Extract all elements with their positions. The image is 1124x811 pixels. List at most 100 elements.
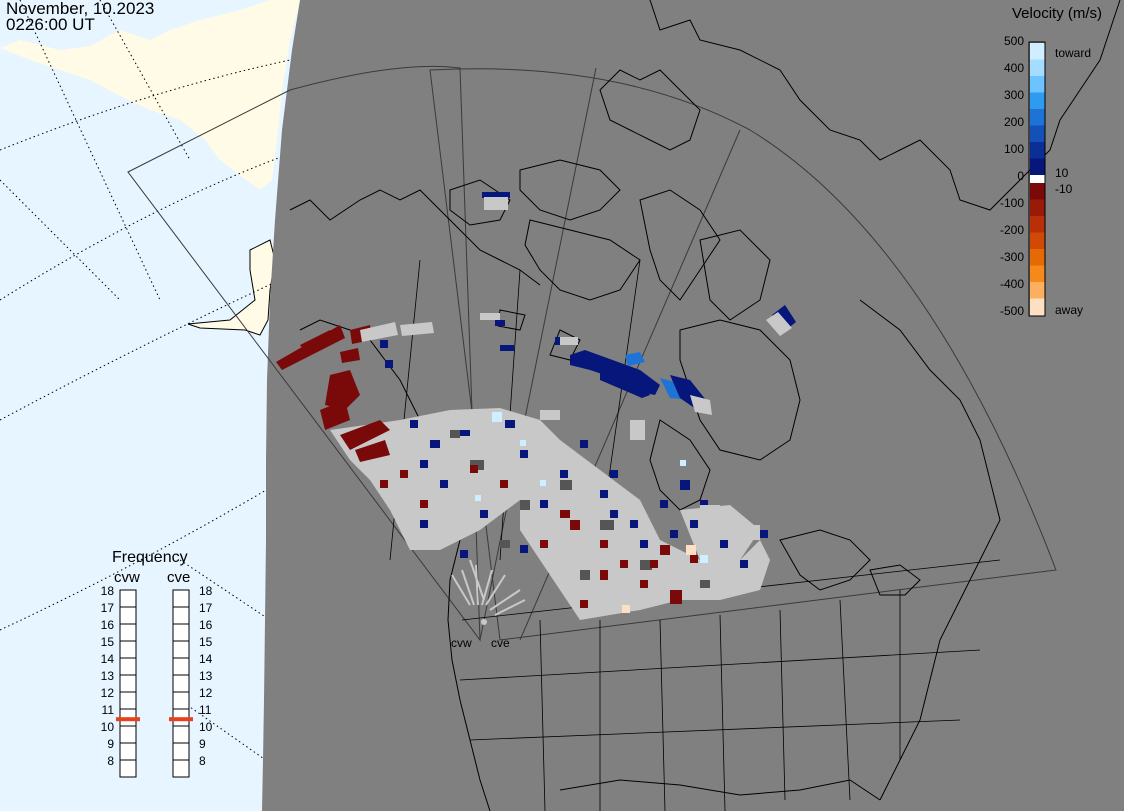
velocity-cell	[495, 320, 505, 326]
velocity-cell	[480, 510, 488, 518]
frequency-cell	[119, 640, 137, 659]
velocity-cell	[500, 480, 508, 488]
frequency-cve-label: cve	[167, 569, 191, 586]
colorbar-segment	[1030, 298, 1045, 316]
velocity-cell	[622, 605, 630, 613]
frequency-cell	[172, 640, 190, 659]
velocity-cell	[744, 525, 760, 540]
colorbar-segment	[1030, 183, 1045, 200]
colorbar-segment	[1030, 265, 1045, 283]
frequency-bars	[116, 589, 193, 778]
legend-tick-label: -300	[999, 250, 1024, 264]
velocity-cell	[640, 540, 648, 548]
velocity-cell	[380, 340, 388, 348]
colorbar-segment	[1030, 76, 1045, 93]
velocity-cell	[540, 540, 548, 548]
velocity-cell	[600, 520, 614, 530]
colorbar-frame	[1028, 41, 1046, 317]
velocity-cell	[660, 500, 668, 508]
frequency-tick-left: 11	[101, 703, 114, 717]
velocity-cell	[650, 560, 658, 568]
date-label: November, 10.2023	[6, 0, 155, 18]
velocity-cell	[355, 440, 390, 462]
legend-tick-label: 0	[1017, 169, 1024, 183]
velocity-cell	[580, 570, 590, 580]
legend-tick-label: 400	[1003, 61, 1024, 75]
colorbar-segment	[1030, 158, 1045, 176]
colorbar-segment	[1030, 216, 1045, 233]
velocity-cell	[630, 420, 645, 440]
velocity-cell	[680, 460, 686, 466]
velocity-cell	[400, 470, 408, 478]
velocity-cell	[320, 400, 350, 430]
velocity-cell	[625, 352, 645, 366]
velocity-cell	[500, 345, 514, 351]
velocity-cell	[325, 370, 360, 410]
velocity-cell	[700, 580, 710, 588]
frequency-cell	[119, 589, 137, 608]
velocity-cell	[482, 192, 510, 198]
ground-scatter-region	[330, 408, 560, 550]
velocity-cell	[360, 322, 398, 342]
legend-toward-label: toward	[1055, 46, 1092, 60]
velocity-cell	[480, 313, 500, 320]
velocity-cell	[450, 430, 460, 438]
velocity-cell	[690, 395, 712, 415]
velocity-cells	[276, 192, 796, 620]
velocity-cell	[700, 555, 708, 563]
velocity-cell	[740, 560, 748, 568]
frequency-marker-cve	[169, 717, 193, 722]
velocity-cell	[680, 480, 690, 490]
velocity-cell	[492, 412, 502, 422]
velocity-cell	[772, 305, 796, 330]
velocity-cell	[670, 530, 678, 538]
frequency-cell	[119, 725, 137, 744]
velocity-cell	[700, 500, 708, 508]
frequency-cell	[172, 742, 190, 761]
frequency-tick-right: 8	[199, 754, 206, 768]
frequency-tick-left: 17	[100, 601, 114, 615]
frequency-tick-right: 17	[199, 601, 213, 615]
frequency-tick-left: 15	[100, 635, 114, 649]
velocity-cell	[440, 480, 448, 488]
velocity-cell	[560, 480, 572, 490]
frequency-tick-right: 18	[199, 584, 213, 598]
frequency-cell	[172, 606, 190, 625]
velocity-cell	[640, 580, 648, 588]
frequency-cell	[119, 691, 137, 710]
velocity-cell	[410, 420, 418, 428]
frequency-cvw-label: cvw	[114, 569, 140, 586]
colorbar-segment	[1030, 92, 1045, 110]
legend-tick-label: 300	[1003, 88, 1024, 102]
legend-tick-label: -100	[999, 196, 1024, 210]
velocity-cell	[540, 500, 548, 508]
velocity-cell	[690, 555, 698, 563]
time-label: 0226:00 UT	[6, 15, 95, 34]
frequency-cell	[172, 589, 190, 608]
velocity-cell	[520, 545, 528, 553]
frequency-tick-right: 9	[199, 737, 206, 751]
colorbar-segment	[1030, 142, 1045, 159]
velocity-cell	[300, 330, 335, 352]
colorbar-segment	[1030, 232, 1045, 250]
frequency-tick-left: 18	[100, 584, 114, 598]
frequency-tick-right: 14	[199, 652, 213, 666]
velocity-cell	[700, 505, 720, 515]
frequency-cell	[172, 725, 190, 744]
legend-minus10-label: -10	[1055, 182, 1073, 196]
velocity-cell	[500, 540, 510, 548]
velocity-cell	[610, 510, 618, 518]
frequency-title: Frequency	[112, 549, 188, 566]
velocity-cell	[690, 520, 698, 528]
radar-site-marker	[481, 619, 487, 625]
velocity-cell	[540, 480, 546, 486]
frequency-tick-right: 16	[199, 618, 213, 632]
velocity-cell	[630, 520, 638, 528]
colorbar-segment	[1030, 199, 1045, 217]
velocity-cell	[475, 495, 481, 501]
velocity-cell	[380, 480, 388, 488]
legend-tick-label: 500	[1003, 34, 1024, 48]
frequency-tick-left: 16	[100, 618, 114, 632]
velocity-cell	[600, 540, 608, 548]
